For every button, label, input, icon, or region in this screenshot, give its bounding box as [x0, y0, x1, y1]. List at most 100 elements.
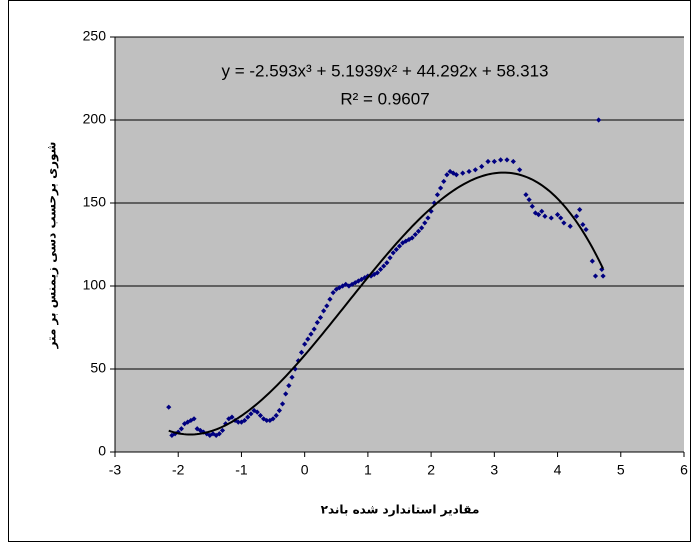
point [178, 426, 184, 432]
point [374, 270, 380, 276]
point [422, 220, 428, 226]
point [554, 212, 561, 218]
point [384, 260, 390, 266]
x-tick-label: 2 [427, 462, 435, 478]
point [561, 220, 567, 226]
point [257, 412, 264, 419]
point [229, 414, 235, 420]
point [223, 421, 229, 427]
point [390, 250, 396, 256]
equation: y = -2.593x³ + 5.1939x² + 44.292x + 58.3… [221, 61, 548, 80]
point [412, 231, 418, 238]
point [175, 429, 181, 435]
point [599, 266, 605, 272]
point [535, 212, 542, 218]
point [349, 281, 355, 287]
point [286, 383, 292, 389]
point [200, 429, 207, 435]
point [387, 255, 393, 261]
trendline [168, 171, 604, 436]
point [381, 263, 387, 269]
point [567, 223, 573, 229]
x-axis-label: مقادیر استاندارد شده باند۲ [321, 503, 480, 517]
x-tick-label: 5 [617, 462, 625, 478]
point [213, 432, 219, 438]
y-tick-label: 250 [83, 28, 107, 44]
point [485, 158, 491, 165]
point [441, 178, 447, 185]
point [377, 266, 384, 272]
point [216, 431, 222, 437]
point [419, 225, 425, 231]
point [267, 417, 273, 424]
x-tick-label: 6 [680, 462, 688, 478]
point [580, 221, 586, 228]
point [308, 331, 314, 337]
point [460, 170, 466, 176]
point [577, 207, 583, 213]
point [526, 197, 532, 203]
point [558, 215, 564, 221]
y-axis-label: شوری برحسب دسی زیمنس بر متر [45, 142, 60, 350]
x-tick-label: -1 [235, 462, 248, 478]
y-tick-label: 150 [83, 194, 107, 210]
point [466, 168, 472, 175]
point [336, 285, 343, 291]
point [188, 417, 194, 424]
x-tick-label: 4 [554, 462, 562, 478]
point [434, 192, 441, 198]
point [600, 273, 606, 279]
point [583, 226, 589, 233]
point [295, 358, 301, 364]
point [479, 163, 485, 170]
point [355, 278, 362, 284]
point [276, 407, 282, 414]
point [330, 290, 336, 296]
point [498, 157, 504, 163]
x-tick-label: 0 [301, 462, 309, 478]
point [314, 319, 320, 326]
point [409, 235, 415, 241]
point [302, 341, 308, 347]
y-tick-label: 50 [90, 360, 106, 376]
point [273, 412, 279, 419]
point [415, 228, 422, 234]
x-tick-label: 3 [490, 462, 498, 478]
point [425, 215, 431, 221]
x-tick-label: -2 [172, 462, 185, 478]
point [279, 401, 286, 407]
point [219, 427, 226, 434]
point [254, 409, 260, 415]
point [368, 273, 374, 279]
point [169, 432, 175, 438]
point [321, 308, 327, 314]
point [529, 203, 535, 209]
point [311, 326, 317, 332]
point [504, 157, 510, 163]
point [428, 208, 434, 214]
point [207, 432, 213, 438]
point [324, 303, 330, 309]
point [453, 172, 459, 178]
point [592, 273, 599, 279]
point [317, 314, 324, 321]
point [242, 417, 248, 424]
point [523, 192, 529, 198]
y-tick-label: 200 [83, 111, 107, 127]
point [327, 296, 333, 302]
point [245, 414, 251, 420]
point [596, 117, 602, 123]
point [305, 336, 311, 342]
point [444, 172, 450, 178]
point [298, 349, 305, 355]
point [400, 240, 406, 246]
point [181, 421, 188, 427]
point [589, 258, 595, 264]
y-tick-label: 100 [83, 277, 107, 293]
point [542, 213, 548, 219]
point [289, 374, 295, 380]
x-tick-label: -3 [109, 462, 122, 478]
point [539, 208, 545, 214]
point [270, 416, 276, 422]
